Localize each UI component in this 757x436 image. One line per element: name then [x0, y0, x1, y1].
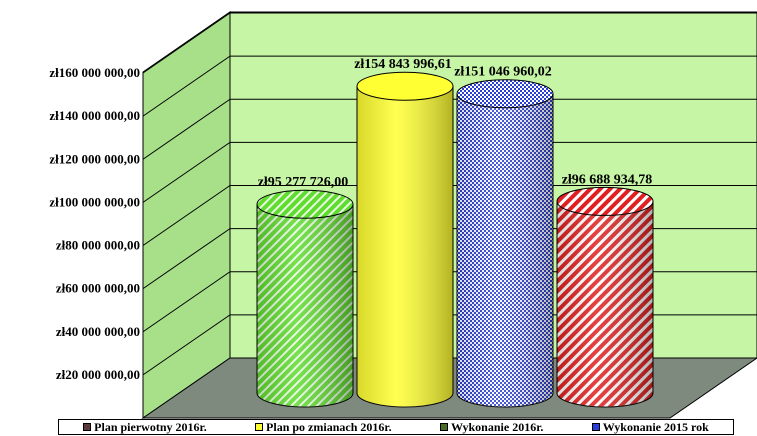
bar-shade — [357, 86, 453, 407]
bar-top — [356, 71, 454, 101]
gridline-side — [142, 314, 231, 376]
y-axis-ticks: zł20 000 000,00 zł40 000 000,00 zł60 000 0… — [49, 65, 140, 382]
gridline-side — [142, 98, 231, 160]
legend-swatch — [83, 423, 92, 431]
bar-top — [556, 186, 654, 216]
bar — [556, 186, 654, 408]
legend-item: Plan po zmianach 2016r. — [255, 420, 392, 435]
y-tick-label: zł160 000 000,00 — [49, 65, 140, 80]
data-label: zł151 046 960,02 — [454, 65, 552, 80]
bar-top — [456, 79, 554, 109]
gridline-side — [142, 228, 231, 290]
data-label: zł96 688 934,78 — [562, 172, 653, 187]
legend-label: Wykonanie 2016r. — [450, 419, 544, 434]
data-label: zł95 277 726,00 — [258, 175, 349, 190]
y-tick-label: zł100 000 000,00 — [49, 194, 140, 209]
gridline-side — [142, 12, 231, 74]
y-tick-label: zł140 000 000,00 — [49, 108, 140, 123]
gridline-side — [142, 141, 231, 203]
gridline-side — [142, 55, 231, 117]
data-label: zł154 843 996,61 — [354, 57, 452, 72]
bar — [356, 71, 454, 408]
bar-shade — [257, 204, 353, 407]
legend-label: Plan po zmianach 2016r. — [266, 419, 392, 434]
legend-swatch — [591, 423, 600, 431]
y-tick-label: zł20 000 000,00 — [56, 367, 140, 382]
y-tick-label: zł60 000 000,00 — [56, 281, 140, 296]
y-tick-label: zł120 000 000,00 — [49, 151, 140, 166]
y-tick-label: zł80 000 000,00 — [56, 238, 140, 253]
bar-shade — [557, 201, 653, 407]
bars — [256, 71, 654, 408]
gridline-side — [142, 185, 231, 246]
legend: Plan pierwotny 2016r. Plan po zmianach 20… — [58, 419, 734, 435]
bar — [456, 79, 554, 408]
legend-label: Plan pierwotny 2016r. — [94, 419, 207, 434]
legend-item: Wykonanie 2016r. — [439, 419, 544, 435]
y-tick-label: zł40 000 000,00 — [56, 324, 140, 339]
legend-swatch — [255, 423, 264, 431]
gridline-side — [142, 271, 231, 333]
legend-item: Wykonanie 2015 rok — [591, 419, 709, 435]
bar — [256, 189, 354, 408]
bar-shade — [457, 93, 553, 407]
legend-item: Plan pierwotny 2016r. — [83, 420, 207, 435]
bar-top — [256, 189, 354, 219]
legend-label: Wykonanie 2015 rok — [602, 419, 709, 434]
legend-swatch — [439, 423, 448, 431]
